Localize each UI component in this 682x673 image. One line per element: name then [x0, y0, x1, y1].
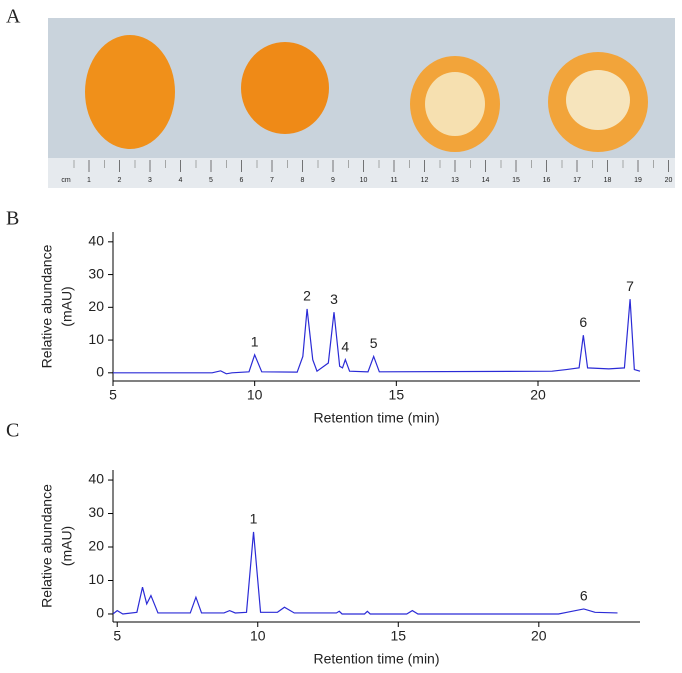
y-tick-label: 30 — [88, 265, 104, 281]
x-tick-label: 5 — [109, 387, 117, 403]
ruler-label: 16 — [543, 177, 551, 184]
x-axis-label: Retention time (min) — [313, 410, 439, 426]
y-tick-label: 20 — [88, 538, 104, 554]
y-axis-label: Relative abundance — [39, 244, 55, 368]
ruler-unit: cm — [61, 177, 71, 184]
x-tick-label: 15 — [390, 628, 406, 644]
peak-label: 3 — [330, 291, 338, 307]
ruler-label: 10 — [360, 177, 368, 184]
y-axis-label: Relative abundance — [39, 484, 55, 608]
x-tick-label: 10 — [247, 387, 263, 403]
ruler-scale: 1 2 3 4 5 6 7 8 9 10 11 12 13 14 15 16 17 18 19 20 — [73, 160, 673, 184]
fruit-flesh — [425, 72, 485, 136]
ruler-label: 6 — [240, 177, 244, 184]
ruler-label: 1 — [87, 177, 91, 184]
ruler-label: 11 — [390, 177, 397, 184]
photo: cm — [48, 18, 675, 188]
y-axis-label: (mAU) — [59, 286, 75, 326]
ruler-label: 14 — [482, 177, 490, 184]
y-tick-label: 30 — [88, 504, 104, 520]
x-tick-label: 20 — [531, 628, 547, 644]
x-tick-label: 10 — [250, 628, 266, 644]
fruit — [85, 35, 175, 149]
peak-label: 1 — [250, 511, 258, 527]
panel-label: B — [6, 208, 19, 230]
ruler-label: 17 — [573, 177, 581, 184]
x-tick-label: 20 — [530, 387, 546, 403]
x-tick-label: 5 — [113, 628, 121, 644]
x-axis-label: Retention time (min) — [313, 651, 439, 667]
y-tick-label: 10 — [88, 331, 104, 347]
peak-label: 2 — [303, 288, 311, 304]
peak-label: 1 — [251, 334, 259, 350]
ruler-label: 15 — [512, 177, 520, 184]
ruler-label: 5 — [209, 177, 213, 184]
ruler — [48, 158, 675, 188]
ruler-label: 12 — [421, 177, 429, 184]
fruit-flesh — [566, 70, 630, 130]
ruler-label: 19 — [634, 177, 642, 184]
peak-label: 6 — [580, 588, 588, 604]
y-tick-label: 40 — [88, 471, 104, 487]
y-tick-label: 10 — [88, 571, 104, 587]
peak-label: 4 — [341, 338, 349, 354]
ruler-label: 3 — [148, 177, 152, 184]
y-tick-label: 0 — [96, 605, 104, 621]
ruler-label: 2 — [118, 177, 122, 184]
x-tick-label: 15 — [389, 387, 405, 403]
ruler-label: 7 — [270, 177, 274, 184]
y-tick-label: 20 — [88, 298, 104, 314]
peak-label: 6 — [579, 314, 587, 330]
fruit — [241, 42, 329, 134]
y-axis-label: (mAU) — [59, 526, 75, 566]
panel-label: C — [6, 420, 19, 442]
peak-label: 7 — [626, 278, 634, 294]
ruler-label: 9 — [331, 177, 335, 184]
ruler-label: 20 — [665, 177, 673, 184]
trace — [112, 531, 618, 615]
ruler-label: 18 — [604, 177, 612, 184]
ruler-label: 13 — [451, 177, 459, 184]
ruler-label: 4 — [179, 177, 183, 184]
trace — [113, 299, 641, 375]
ruler-label: 8 — [301, 177, 305, 184]
y-tick-label: 40 — [88, 233, 104, 249]
y-tick-label: 0 — [96, 364, 104, 380]
panel-label: A — [6, 6, 21, 28]
peak-label: 5 — [370, 335, 378, 351]
